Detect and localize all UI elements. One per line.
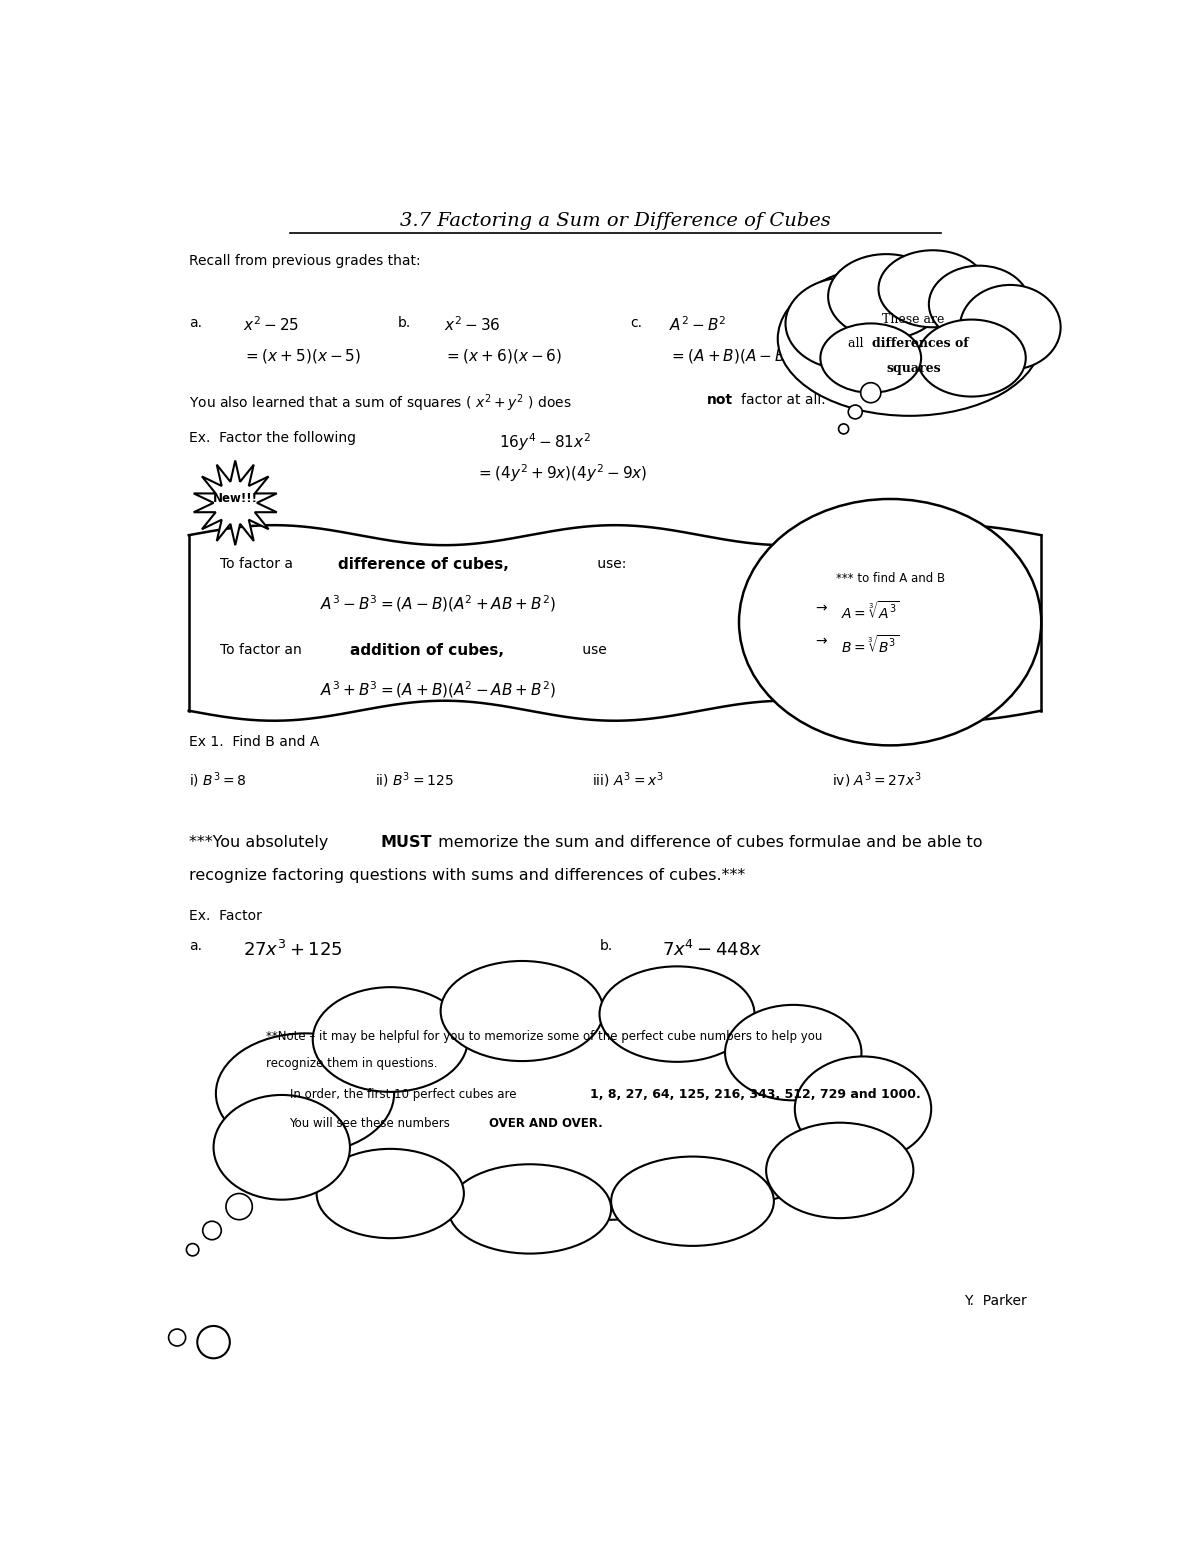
Text: iv) $A^3 = 27x^3$: iv) $A^3 = 27x^3$ [832, 770, 922, 789]
Text: $= (A+B)(A-B)$: $= (A+B)(A-B)$ [670, 346, 792, 365]
Text: **Note – it may be helpful for you to memorize some of the perfect cube numbers : **Note – it may be helpful for you to me… [266, 1030, 823, 1042]
Text: Ex.  Factor: Ex. Factor [188, 909, 262, 922]
Text: 1, 8, 27, 64, 125, 216, 343, 512, 729 and 1000.: 1, 8, 27, 64, 125, 216, 343, 512, 729 an… [590, 1089, 920, 1101]
Text: a.: a. [188, 940, 202, 954]
Ellipse shape [440, 961, 604, 1061]
Ellipse shape [960, 284, 1061, 370]
Ellipse shape [725, 1005, 862, 1101]
Text: $16y^4 - 81x^2$: $16y^4 - 81x^2$ [499, 432, 590, 453]
Text: Y.  Parker: Y. Parker [964, 1294, 1026, 1308]
Text: b.: b. [398, 315, 412, 329]
Text: $7x^4 - 448x$: $7x^4 - 448x$ [661, 940, 762, 960]
Text: To factor an: To factor an [220, 643, 306, 657]
Ellipse shape [186, 1244, 199, 1256]
Ellipse shape [600, 966, 755, 1062]
Text: $x^2 - 36$: $x^2 - 36$ [444, 315, 502, 334]
Ellipse shape [313, 988, 468, 1092]
Text: These are: These are [882, 314, 944, 326]
Text: MUST: MUST [380, 836, 432, 851]
Text: ii) $B^3 = 125$: ii) $B^3 = 125$ [374, 770, 454, 789]
Text: $\rightarrow$: $\rightarrow$ [812, 634, 828, 648]
Text: $= (x+6)(x-6)$: $= (x+6)(x-6)$ [444, 346, 563, 365]
Ellipse shape [317, 1149, 464, 1238]
Ellipse shape [251, 1013, 901, 1221]
Ellipse shape [214, 1095, 350, 1199]
Text: recognize them in questions.: recognize them in questions. [266, 1058, 438, 1070]
Text: $B = \sqrt[3]{B^3}$: $B = \sqrt[3]{B^3}$ [841, 634, 899, 655]
Text: Ex 1.  Find B and A: Ex 1. Find B and A [188, 736, 319, 750]
Text: $A = \sqrt[3]{A^3}$: $A = \sqrt[3]{A^3}$ [841, 601, 900, 623]
Ellipse shape [739, 499, 1042, 745]
Text: a.: a. [188, 315, 202, 329]
Ellipse shape [828, 255, 944, 339]
Ellipse shape [766, 1123, 913, 1218]
Text: factor at all.: factor at all. [740, 393, 826, 407]
Text: $x^2 - 25$: $x^2 - 25$ [242, 315, 299, 334]
Ellipse shape [168, 1329, 186, 1346]
Ellipse shape [839, 424, 848, 433]
Text: difference of cubes,: difference of cubes, [337, 556, 509, 572]
Text: OVER AND OVER.: OVER AND OVER. [490, 1117, 604, 1131]
Text: You also learned that a sum of squares ( $x^2 + y^2$ ) does: You also learned that a sum of squares (… [188, 393, 572, 415]
Ellipse shape [917, 320, 1026, 396]
Ellipse shape [929, 266, 1030, 343]
Ellipse shape [786, 278, 910, 370]
Ellipse shape [197, 1326, 230, 1359]
Text: use: use [578, 643, 606, 657]
Text: differences of: differences of [872, 337, 968, 351]
Text: 3.7 Factoring a Sum or Difference of Cubes: 3.7 Factoring a Sum or Difference of Cub… [400, 211, 830, 230]
Ellipse shape [216, 1033, 394, 1154]
Text: $27x^3 + 125$: $27x^3 + 125$ [242, 940, 343, 960]
Text: use:: use: [593, 556, 626, 572]
Text: memorize the sum and difference of cubes formulae and be able to: memorize the sum and difference of cubes… [433, 836, 983, 851]
Text: $= (4y^2 + 9x)(4y^2 - 9x)$: $= (4y^2 + 9x)(4y^2 - 9x)$ [475, 463, 647, 483]
Text: To factor a: To factor a [220, 556, 298, 572]
Text: *** to find A and B: *** to find A and B [835, 572, 944, 585]
Ellipse shape [878, 250, 986, 328]
Ellipse shape [794, 1056, 931, 1162]
Polygon shape [193, 461, 277, 545]
Ellipse shape [778, 262, 1042, 416]
Text: You will see these numbers: You will see these numbers [289, 1117, 454, 1131]
Ellipse shape [821, 323, 922, 393]
Text: addition of cubes,: addition of cubes, [350, 643, 504, 658]
Text: i) $B^3 = 8$: i) $B^3 = 8$ [188, 770, 246, 789]
Ellipse shape [449, 1165, 611, 1253]
Text: $= (x+5)(x-5)$: $= (x+5)(x-5)$ [242, 346, 361, 365]
Text: ***You absolutely: ***You absolutely [188, 836, 334, 851]
Text: not: not [707, 393, 732, 407]
Text: all: all [847, 337, 866, 351]
Text: squares: squares [886, 362, 941, 374]
Text: c.: c. [630, 315, 642, 329]
Text: iii) $A^3 = x^3$: iii) $A^3 = x^3$ [592, 770, 664, 789]
Text: Recall from previous grades that:: Recall from previous grades that: [188, 255, 420, 269]
Text: $A^3 - B^3 = (A - B)(A^2 + AB + B^2)$: $A^3 - B^3 = (A - B)(A^2 + AB + B^2)$ [320, 593, 557, 613]
Text: In order, the first 10 perfect cubes are: In order, the first 10 perfect cubes are [289, 1089, 520, 1101]
Text: $\rightarrow$: $\rightarrow$ [812, 601, 828, 615]
Text: Ex.  Factor the following: Ex. Factor the following [188, 432, 355, 446]
Text: recognize factoring questions with sums and differences of cubes.***: recognize factoring questions with sums … [188, 868, 745, 882]
FancyBboxPatch shape [188, 536, 1042, 711]
Text: $A^2 - B^2$: $A^2 - B^2$ [670, 315, 727, 334]
Text: b.: b. [600, 940, 613, 954]
Ellipse shape [226, 1194, 252, 1219]
Text: $A^3 + B^3 = (A + B)(A^2 - AB + B^2)$: $A^3 + B^3 = (A + B)(A^2 - AB + B^2)$ [320, 679, 557, 700]
Ellipse shape [848, 405, 863, 419]
Ellipse shape [611, 1157, 774, 1246]
Ellipse shape [860, 382, 881, 402]
Text: New!!!: New!!! [212, 492, 258, 505]
Ellipse shape [203, 1221, 221, 1239]
